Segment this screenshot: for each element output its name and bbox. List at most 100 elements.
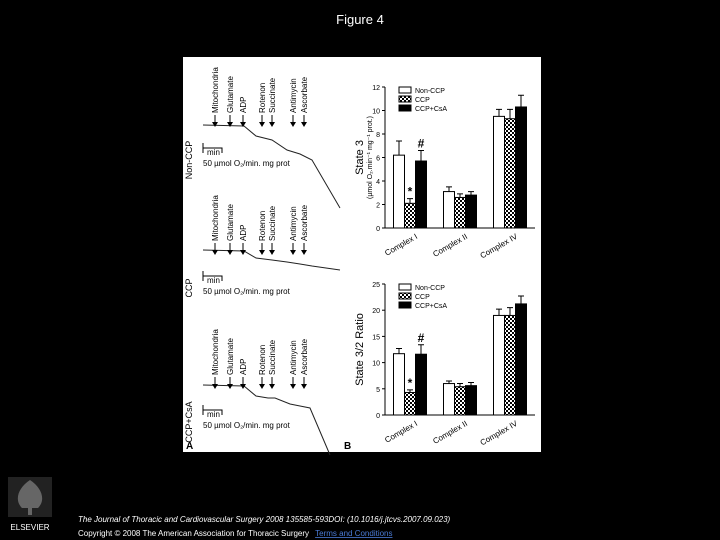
bar xyxy=(443,383,455,416)
y-tick-label: 12 xyxy=(372,85,380,92)
annotation: * xyxy=(408,376,413,390)
error-bar xyxy=(446,186,452,192)
error-bar xyxy=(457,383,463,387)
arrow-head xyxy=(212,384,218,389)
annotation: * xyxy=(408,185,413,199)
legend-swatch xyxy=(398,95,412,103)
error-bar xyxy=(496,308,502,316)
arrow-head xyxy=(301,384,307,389)
arrow-head xyxy=(259,250,265,255)
error-bar xyxy=(446,380,452,384)
reagent-label: Rotenon xyxy=(258,345,267,375)
reagent-label: Glutamate xyxy=(226,204,235,241)
logo-tree xyxy=(17,480,43,515)
legend-swatch xyxy=(398,292,412,300)
reagent-label: Glutamate xyxy=(226,338,235,375)
bar xyxy=(504,314,516,416)
reagent-label: Succinate xyxy=(268,205,277,241)
legend-swatch xyxy=(398,301,412,309)
arrow-head xyxy=(240,384,246,389)
reagent-label: Antimycin xyxy=(289,78,298,113)
trace xyxy=(202,384,331,456)
bar xyxy=(515,303,527,416)
copyright-text: Copyright © 2008 The American Associatio… xyxy=(78,529,309,538)
arrow-head xyxy=(227,122,233,127)
scale-bar xyxy=(202,143,223,153)
bar xyxy=(454,386,466,416)
bar xyxy=(404,202,416,229)
error-bar xyxy=(418,149,424,162)
legend-swatch xyxy=(398,86,412,94)
reagent-label: Rotenon xyxy=(258,211,267,241)
y-tick-label: 0 xyxy=(376,226,380,233)
arrow-head xyxy=(259,122,265,127)
y-tick-label: 5 xyxy=(376,387,380,394)
legend-swatch xyxy=(398,283,412,291)
y-tick-label: 8 xyxy=(376,132,380,139)
reagent-label: Mitochondria xyxy=(211,67,220,113)
arrow-head xyxy=(227,250,233,255)
reagent-label: Rotenon xyxy=(258,83,267,113)
citation: The Journal of Thoracic and Cardiovascul… xyxy=(78,515,451,524)
bar xyxy=(393,353,405,416)
logo-text: ELSEVIER xyxy=(10,523,49,532)
arrow-head xyxy=(227,384,233,389)
reagent-label: Antimycin xyxy=(289,340,298,375)
legend-label: Non-CCP xyxy=(415,88,445,95)
error-bar xyxy=(468,191,474,196)
legend-swatch xyxy=(398,104,412,112)
trace xyxy=(202,249,341,271)
y-axis-sublabel: (µmol O₂.min⁻¹ mg⁻¹ prot.) xyxy=(367,116,374,199)
bar xyxy=(393,154,405,229)
reagent-label: ADP xyxy=(239,225,248,241)
y-tick-label: 20 xyxy=(372,308,380,315)
y-tick-label: 10 xyxy=(372,109,380,116)
bar xyxy=(493,314,505,416)
panel-label: B xyxy=(344,441,351,452)
y-tick-label: 15 xyxy=(372,334,380,341)
copyright: Copyright © 2008 The American Associatio… xyxy=(78,529,393,538)
y-tick-label: 10 xyxy=(372,361,380,368)
scale-time: min xyxy=(207,410,220,419)
condition-label: CCP+CsA xyxy=(184,401,194,442)
y-tick-label: 0 xyxy=(376,413,380,420)
reagent-label: Ascorbate xyxy=(300,76,309,113)
bar xyxy=(504,118,516,229)
scale-bar xyxy=(202,271,223,281)
error-bar xyxy=(407,198,413,204)
arrow-head xyxy=(301,250,307,255)
arrow-head xyxy=(212,250,218,255)
annotation: # xyxy=(418,331,425,345)
y-tick-label: 2 xyxy=(376,203,380,210)
y-axis-label: State 3 xyxy=(354,140,366,175)
scale-time: min xyxy=(207,276,220,285)
scale-bar xyxy=(202,405,223,415)
condition-label: Non-CCP xyxy=(184,141,194,180)
bar xyxy=(454,196,466,229)
bar xyxy=(415,160,427,229)
error-bar xyxy=(457,193,463,198)
arrow-head xyxy=(212,122,218,127)
reagent-label: Ascorbate xyxy=(300,204,309,241)
error-bar xyxy=(507,307,513,316)
reagent-label: Succinate xyxy=(268,339,277,375)
reagent-label: Mitochondria xyxy=(211,329,220,375)
error-bar xyxy=(418,344,424,355)
terms-link[interactable]: Terms and Conditions xyxy=(315,529,392,538)
arrow-head xyxy=(290,384,296,389)
y-tick-label: 6 xyxy=(376,156,380,163)
trace xyxy=(202,124,341,209)
bar xyxy=(443,191,455,229)
arrow-head xyxy=(269,250,275,255)
panel-label: A xyxy=(186,441,193,452)
legend-label: Non-CCP xyxy=(415,285,445,292)
arrow-head xyxy=(290,122,296,127)
legend-label: CCP+CsA xyxy=(415,303,447,310)
error-bar xyxy=(468,382,474,386)
reagent-label: Mitochondria xyxy=(211,195,220,241)
traces xyxy=(202,124,341,456)
y-tick-label: 25 xyxy=(372,282,380,289)
legend-label: CCP xyxy=(415,97,430,104)
